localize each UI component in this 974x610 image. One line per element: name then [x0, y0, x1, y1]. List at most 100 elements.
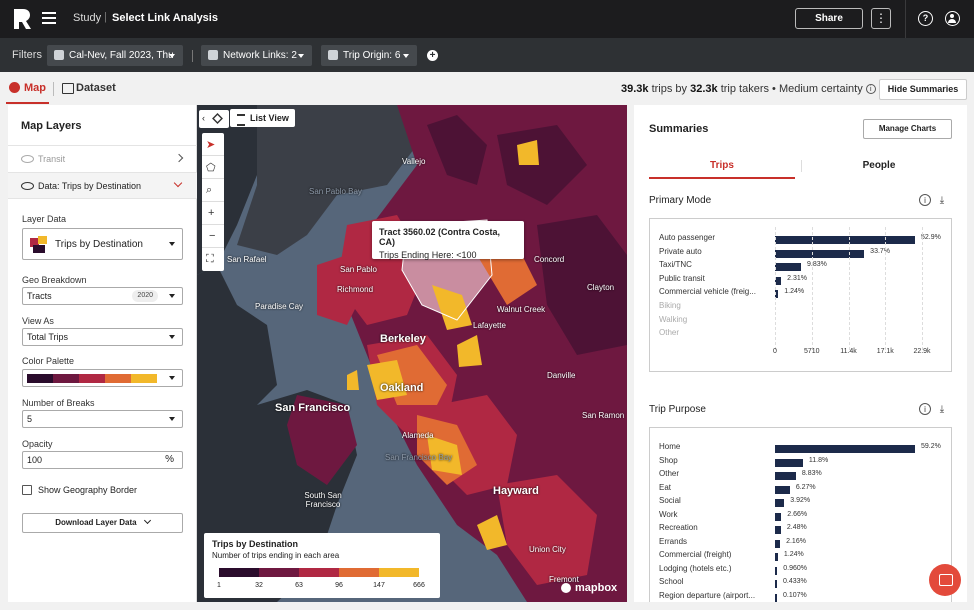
info-icon[interactable]: i — [865, 84, 876, 95]
more-options-button[interactable]: ⋮ — [871, 8, 891, 29]
chart-row[interactable]: Public transit 2.31% — [659, 274, 949, 287]
chart-row[interactable]: Auto passenger 52.9% — [659, 233, 949, 246]
chart-bar[interactable] — [775, 539, 781, 548]
choropleth-map[interactable] — [197, 105, 627, 602]
layers-icon[interactable] — [212, 113, 223, 124]
manage-charts-button[interactable]: Manage Charts — [863, 119, 952, 139]
color-palette-select[interactable] — [22, 369, 183, 387]
chart-row[interactable]: Walking — [659, 315, 949, 328]
select-tool-button[interactable]: ➤ — [202, 133, 224, 156]
view-as-select[interactable]: Total Trips — [22, 328, 183, 346]
chart-gridline — [885, 227, 887, 350]
download-layer-data-button[interactable]: Download Layer Data — [22, 513, 183, 533]
fullscreen-button[interactable]: ⛶ — [202, 248, 224, 271]
tab-trips[interactable]: Trips — [710, 160, 734, 171]
chevron-left-icon[interactable]: ‹ — [202, 113, 205, 123]
replica-logo[interactable] — [12, 8, 32, 30]
filter-season-dropdown[interactable]: Cal-Nev, Fall 2023, Thu — [47, 45, 183, 66]
chart-row[interactable]: Other 8.83% — [659, 469, 949, 482]
chart-bar[interactable] — [775, 472, 796, 480]
tab-map-underline — [6, 102, 49, 104]
layer-row-data[interactable]: Data: Trips by Destination — [8, 172, 197, 199]
mapbox-attribution[interactable]: mapbox — [561, 582, 617, 594]
info-icon[interactable]: i — [919, 403, 931, 415]
chevron-right-icon[interactable] — [174, 153, 184, 163]
chart-bar[interactable] — [775, 553, 778, 561]
chart-bar[interactable] — [775, 236, 915, 244]
collapse-panel-button[interactable]: ‹ — [199, 110, 229, 128]
filter-network-links-label: Network Links: 2 — [223, 50, 297, 61]
chevron-down-icon — [143, 516, 151, 525]
polygon-tool-button[interactable]: ⬠ — [202, 156, 224, 179]
legend-tick: 147 — [373, 582, 385, 589]
opacity-input[interactable]: 100 % — [22, 451, 183, 469]
chart-row-label: Auto passenger — [659, 233, 716, 242]
user-account-icon[interactable] — [945, 11, 960, 26]
geo-breakdown-select[interactable]: Tracts 2020 — [22, 287, 183, 305]
help-icon[interactable]: ? — [918, 11, 933, 26]
menu-icon[interactable] — [42, 12, 56, 24]
map-canvas[interactable]: Vallejo San Pablo Bay San Rafael San Pablo R… — [197, 105, 627, 602]
chart-row[interactable]: Commercial vehicle (freig... 1.24% — [659, 287, 949, 300]
chart-row[interactable]: Taxi/TNC 9.83% — [659, 260, 949, 273]
chart-bar[interactable] — [775, 485, 790, 494]
chart-row[interactable]: Other — [659, 328, 949, 341]
download-icon[interactable]: ⤓ — [939, 403, 945, 415]
filter-bar: Filters Cal-Nev, Fall 2023, Thu Network … — [0, 38, 974, 72]
chart-row[interactable]: School 0.433% — [659, 577, 949, 590]
chart-row[interactable]: Lodging (hotels etc.) 0.960% — [659, 564, 949, 577]
chart-row[interactable]: Private auto 33.7% — [659, 247, 949, 260]
chart-row[interactable]: Shop 11.8% — [659, 456, 949, 469]
info-icon[interactable]: i — [919, 194, 931, 206]
eye-off-icon[interactable] — [21, 155, 34, 163]
chart-row[interactable]: Home 59.2% — [659, 442, 949, 455]
chart-bar[interactable] — [775, 512, 782, 521]
chart-bar[interactable] — [775, 458, 803, 467]
chart-row[interactable]: Biking — [659, 301, 949, 314]
hide-summaries-button[interactable]: Hide Summaries — [879, 79, 967, 100]
view-as-value: Total Trips — [27, 332, 69, 342]
share-button[interactable]: Share — [795, 8, 863, 29]
chart-row-label: Work — [659, 509, 678, 519]
add-filter-button[interactable]: + — [427, 50, 438, 61]
chart-bar[interactable] — [775, 526, 781, 534]
chart-row[interactable]: Social 3.92% — [659, 496, 949, 509]
chart-bar[interactable] — [775, 263, 801, 272]
chart-bar-value: 6.27% — [795, 483, 816, 491]
chevron-down-icon — [169, 376, 175, 380]
show-border-checkbox[interactable] — [22, 485, 32, 495]
chart-bar[interactable] — [775, 445, 915, 453]
list-view-button[interactable]: List View — [230, 109, 295, 127]
zoom-in-button[interactable]: + — [202, 202, 224, 225]
search-tool-button[interactable]: ⌕ — [202, 179, 224, 202]
breaks-select[interactable]: 5 — [22, 410, 183, 428]
chart-bar[interactable] — [775, 290, 779, 299]
layer-row-transit[interactable]: Transit — [8, 145, 197, 172]
pointer-icon: ➤ — [206, 139, 216, 151]
filter-trip-origin-dropdown[interactable]: Trip Origin: 6 — [321, 45, 417, 66]
chevron-down-icon[interactable] — [173, 178, 183, 188]
chart-bar[interactable] — [775, 276, 782, 285]
chart-row[interactable]: Commercial (freight) 1.24% — [659, 550, 949, 563]
download-icon[interactable]: ⤓ — [939, 194, 945, 206]
chat-support-button[interactable] — [929, 564, 961, 596]
filter-network-links-dropdown[interactable]: Network Links: 2 — [201, 45, 312, 66]
chart-row[interactable]: Region departure (airport... 0.107% — [659, 591, 949, 603]
chart-bar[interactable] — [775, 249, 865, 258]
tab-dataset[interactable]: Dataset — [62, 82, 116, 94]
chart-row[interactable]: Eat 6.27% — [659, 483, 949, 496]
chart-bar[interactable] — [775, 580, 777, 588]
chart-bar[interactable] — [775, 499, 785, 507]
tab-map[interactable]: Map — [9, 82, 46, 94]
zoom-out-button[interactable]: − — [202, 225, 224, 248]
tab-people[interactable]: People — [862, 160, 896, 171]
chart-row[interactable]: Errands 2.16% — [659, 537, 949, 550]
breadcrumb-study[interactable]: Study — [73, 12, 102, 24]
eye-icon[interactable] — [21, 182, 34, 190]
chart-bar[interactable] — [775, 566, 778, 575]
chart-bar[interactable] — [775, 593, 777, 602]
chart-row[interactable]: Work 2.66% — [659, 510, 949, 523]
layer-data-select[interactable]: Trips by Destination — [22, 228, 183, 260]
chart-row[interactable]: Recreation 2.48% — [659, 523, 949, 536]
download-label: Download Layer Data — [55, 518, 137, 527]
